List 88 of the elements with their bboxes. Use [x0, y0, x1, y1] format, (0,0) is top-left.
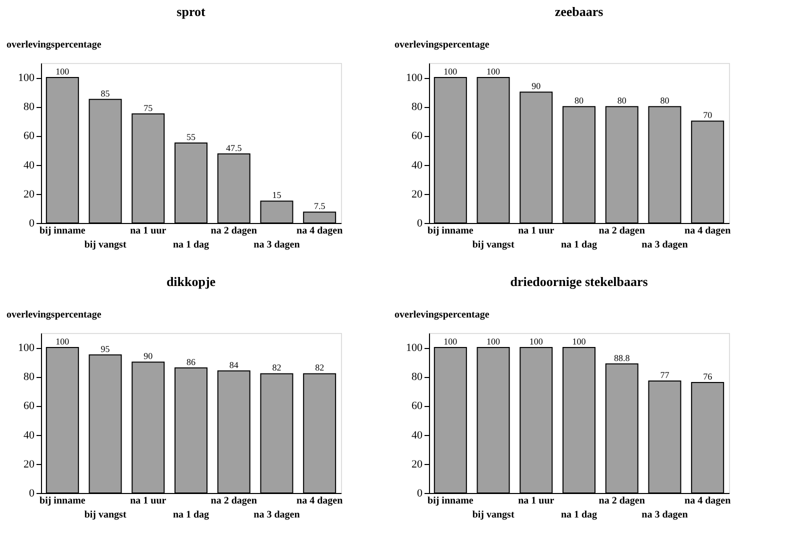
data-label: 86: [186, 356, 196, 367]
data-label: 77: [660, 370, 670, 380]
y-axis-title: overlevingspercentage: [6, 40, 102, 50]
x-tick-label: bij vangst: [472, 510, 515, 520]
y-tick-label: 60: [24, 400, 35, 412]
x-tick-label: bij inname: [428, 496, 474, 506]
y-tick-label: 20: [24, 188, 35, 200]
data-label: 100: [486, 66, 501, 77]
y-tick-label: 80: [24, 101, 35, 114]
y-tick-label: 100: [406, 72, 423, 84]
x-tick-label: bij inname: [428, 226, 474, 236]
x-tick-label: bij vangst: [84, 240, 127, 250]
y-tick-label: 80: [412, 371, 423, 384]
data-label: 70: [703, 110, 713, 120]
y-tick-label: 20: [24, 458, 35, 470]
data-label: 100: [444, 66, 458, 77]
x-tick-label: na 1 dag: [172, 240, 210, 250]
data-label: 7.5: [314, 201, 326, 212]
y-tick-label: 80: [24, 371, 35, 384]
data-label: 100: [572, 336, 586, 347]
y-tick-label: 60: [412, 130, 423, 142]
data-label: 82: [315, 362, 324, 373]
x-tick-label: na 1 dag: [560, 240, 598, 250]
data-label: 90: [532, 81, 542, 92]
x-tick-label: na 2 dagen: [210, 496, 258, 506]
y-tick-label: 60: [24, 130, 35, 142]
y-tick-label: 0: [29, 488, 35, 500]
x-tick-label: na 4 dagen: [684, 226, 732, 236]
y-tick-label: 40: [412, 429, 423, 442]
data-label: 84: [229, 360, 239, 370]
x-tick-label: bij inname: [40, 496, 86, 506]
x-tick-label: bij vangst: [84, 510, 127, 520]
chart-title: driedoornige stekelbaars: [510, 274, 648, 289]
x-tick-label: bij inname: [40, 226, 86, 236]
x-tick-label: na 4 dagen: [296, 226, 344, 236]
data-label: 100: [56, 66, 70, 77]
y-tick-label: 100: [406, 342, 423, 354]
data-label: 80: [660, 96, 670, 106]
x-tick-label: na 1 uur: [130, 226, 167, 236]
x-tick-label: na 3 dagen: [642, 240, 688, 250]
x-tick-label: na 2 dagen: [210, 226, 258, 236]
x-tick-label: na 3 dagen: [254, 510, 300, 520]
x-tick-label: na 3 dagen: [642, 510, 688, 520]
data-label: 76: [703, 371, 713, 382]
y-tick-label: 40: [24, 159, 35, 172]
data-label: 90: [144, 351, 154, 362]
data-label: 82: [272, 362, 282, 373]
x-tick-label: na 3 dagen: [254, 240, 300, 250]
data-label: 100: [486, 336, 501, 347]
x-tick-label: na 1 dag: [172, 510, 210, 520]
x-tick-label: na 1 uur: [518, 226, 555, 236]
x-tick-label: bij vangst: [472, 240, 515, 250]
y-tick-label: 40: [24, 429, 35, 442]
data-label: 47.5: [226, 142, 242, 153]
y-tick-label: 0: [29, 218, 35, 230]
x-tick-label: na 1 uur: [518, 496, 555, 506]
x-tick-label: na 4 dagen: [296, 496, 344, 506]
data-label: 88.8: [614, 352, 630, 363]
chart-title: sprot: [176, 4, 206, 19]
data-label: 80: [574, 96, 584, 106]
data-label: 80: [617, 96, 627, 106]
chart-title: dikkopje: [166, 274, 216, 289]
y-tick-label: 20: [412, 188, 423, 200]
data-label: 15: [272, 190, 282, 200]
y-tick-label: 20: [412, 458, 423, 470]
y-tick-label: 100: [18, 342, 35, 354]
x-tick-label: na 4 dagen: [684, 496, 732, 506]
y-tick-label: 0: [417, 488, 423, 500]
x-tick-label: na 2 dagen: [598, 226, 646, 236]
y-tick-label: 0: [417, 218, 423, 230]
y-tick-label: 60: [412, 400, 423, 412]
x-tick-label: na 2 dagen: [598, 496, 646, 506]
y-tick-label: 40: [412, 159, 423, 172]
y-axis-title: overlevingspercentage: [6, 310, 102, 320]
chart-title: zeebaars: [554, 4, 604, 19]
data-label: 85: [100, 88, 110, 98]
y-tick-label: 80: [412, 101, 423, 114]
x-tick-label: na 1 uur: [130, 496, 167, 506]
data-label: 55: [186, 132, 196, 142]
data-label: 100: [529, 336, 544, 347]
y-axis-title: overlevingspercentage: [394, 310, 490, 320]
y-axis-title: overlevingspercentage: [394, 40, 490, 50]
data-label: 100: [444, 336, 458, 347]
x-tick-label: na 1 dag: [560, 510, 598, 520]
y-tick-label: 100: [18, 72, 35, 84]
data-label: 95: [100, 344, 110, 354]
data-label: 100: [56, 336, 70, 347]
data-label: 75: [144, 102, 154, 113]
